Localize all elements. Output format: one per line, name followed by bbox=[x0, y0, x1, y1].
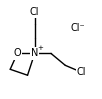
Text: Cl⁻: Cl⁻ bbox=[70, 23, 85, 33]
Text: +: + bbox=[37, 45, 43, 51]
Text: Cl: Cl bbox=[30, 7, 39, 17]
Text: Cl: Cl bbox=[77, 67, 86, 77]
Text: O: O bbox=[14, 48, 21, 59]
Text: N: N bbox=[31, 48, 38, 59]
